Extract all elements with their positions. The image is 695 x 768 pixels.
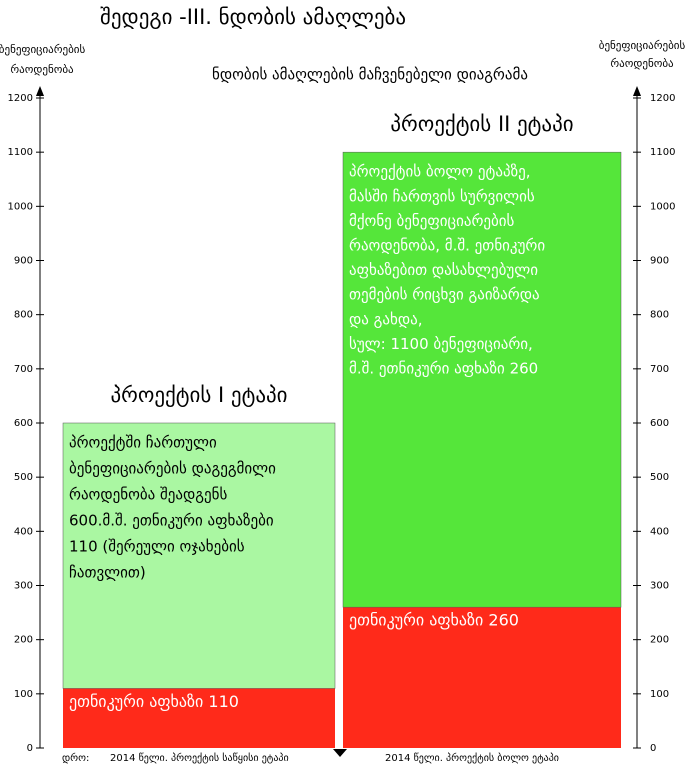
y-axis-label: რაოდენობა xyxy=(10,63,74,76)
y2-tick-label: 1000 xyxy=(650,201,675,212)
note-line: პროექტში ჩართული xyxy=(69,434,217,452)
category-label: პროექტის II ეტაპი xyxy=(390,112,573,136)
y2-tick-label: 700 xyxy=(650,364,669,375)
y-tick-label: 800 xyxy=(14,310,33,321)
note-line: და გახდა, xyxy=(349,310,422,328)
y-axis-label: ბენეფიციარების xyxy=(0,43,85,56)
y2-tick-label: 1100 xyxy=(650,147,675,158)
y2-tick-label: 400 xyxy=(650,526,669,537)
y-tick-label: 500 xyxy=(14,472,33,483)
chart-subtitle: ნდობის ამაღლების მაჩვენებელი დიაგრამა xyxy=(212,66,528,84)
note-line: მასში ჩართვის სურვილის xyxy=(349,187,535,205)
y-tick-label: 700 xyxy=(14,364,33,375)
y-tick-label: 300 xyxy=(14,581,33,592)
y-tick-label: 0 xyxy=(27,743,33,754)
y2-tick-label: 1200 xyxy=(650,93,675,104)
category-label: პროექტის I ეტაპი xyxy=(110,383,287,407)
note-line: რაოდენობა, მ.შ. ეთნიკური xyxy=(349,236,545,254)
x-axis-label: დრო: xyxy=(62,752,89,764)
chart-title: შედეგი -III. ნდობის ამაღლება xyxy=(100,5,406,29)
note-line: თემების რიცხვი გაიზარდა xyxy=(349,286,540,304)
y2-tick-label: 600 xyxy=(650,418,669,429)
y2-axis-label: რაოდენობა xyxy=(610,57,674,70)
value-label: ეთნიკური აფხაზი 260 xyxy=(349,611,519,630)
note-line: პროექტის ბოლო ეტაპზე, xyxy=(349,163,530,181)
note-line: ბენეფიციარების დაგეგმილი xyxy=(69,460,276,478)
y2-tick-label: 200 xyxy=(650,635,669,646)
y-tick-label: 100 xyxy=(14,689,33,700)
note-line: მქონე ბენეფიციარების xyxy=(349,212,515,230)
note-line: სულ: 1100 ბენეფიციარი, xyxy=(349,335,533,353)
y-tick-label: 1200 xyxy=(8,93,33,104)
note-line: რაოდენობა შეადგენს xyxy=(69,486,227,504)
y2-tick-label: 500 xyxy=(650,472,669,483)
bar-segment xyxy=(63,688,335,748)
y-tick-label: 900 xyxy=(14,256,33,267)
time-label: 2014 წელი. პროექტის ბოლო ეტაპი xyxy=(385,752,559,764)
note-line: მ.შ. ეთნიკური აფხაზი 260 xyxy=(349,359,538,377)
y-tick-label: 200 xyxy=(14,635,33,646)
bar-segment xyxy=(342,151,622,608)
y2-tick-label: 0 xyxy=(650,743,656,754)
y-tick-label: 400 xyxy=(14,526,33,537)
axis-marker xyxy=(333,749,347,757)
y2-axis-label: ბენეფიციარების xyxy=(599,39,686,52)
y2-tick-label: 300 xyxy=(650,581,669,592)
axis-arrow xyxy=(633,86,641,96)
note-line: აფხაზებით დასახლებული xyxy=(349,261,538,279)
bar-segment xyxy=(62,422,336,689)
note-line: 600.მ.შ. ეთნიკური აფხაზები xyxy=(69,512,274,530)
note-line: ჩათვლით) xyxy=(69,564,146,582)
y2-tick-label: 900 xyxy=(650,256,669,267)
note-line: 110 (შერეული ოჯახების xyxy=(69,538,245,556)
y-tick-label: 600 xyxy=(14,418,33,429)
y-tick-label: 1000 xyxy=(8,201,33,212)
time-label: 2014 წელი. პროექტის საწყისი ეტაპი xyxy=(110,752,289,764)
y2-tick-label: 800 xyxy=(650,310,669,321)
y2-tick-label: 100 xyxy=(650,689,669,700)
axis-arrow xyxy=(36,86,44,96)
y-tick-label: 1100 xyxy=(8,147,33,158)
value-label: ეთნიკური აფხაზი 110 xyxy=(69,692,239,711)
bar-segment xyxy=(343,607,621,748)
